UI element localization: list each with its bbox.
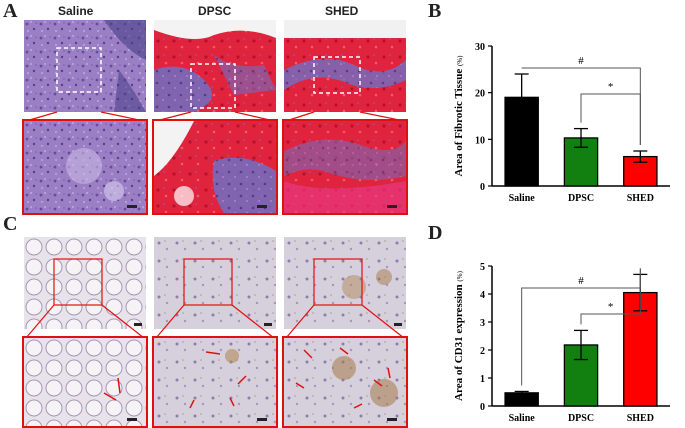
x-tick-label: SHED xyxy=(627,413,654,424)
y-axis-unit: (%) xyxy=(456,55,464,66)
y-tick-label: 4 xyxy=(480,290,485,301)
zoom-connectors-c xyxy=(25,304,405,339)
panel-letter-b: B xyxy=(428,0,442,22)
label-dpsc: DPSC xyxy=(198,4,232,18)
micrograph-dpsc-zoom xyxy=(152,119,278,215)
ihc-saline-overview xyxy=(24,237,146,329)
x-tick-label: DPSC xyxy=(568,413,594,424)
significance-label: * xyxy=(608,301,614,313)
significance-label: * xyxy=(608,81,614,93)
ihc-saline-zoom xyxy=(22,336,148,428)
micrograph-shed-zoom xyxy=(282,119,408,215)
label-shed: SHED xyxy=(325,4,359,18)
micrograph-shed-overview xyxy=(284,20,406,112)
significance-label: # xyxy=(578,275,584,287)
y-tick-label: 2 xyxy=(480,346,485,357)
ihc-shed-overview xyxy=(284,237,406,329)
micrograph-dpsc-overview xyxy=(154,20,276,112)
ihc-dpsc-zoom xyxy=(152,336,278,428)
micrograph-saline-zoom xyxy=(22,119,148,215)
y-axis-unit: (%) xyxy=(456,270,464,281)
micrograph-saline-overview xyxy=(24,20,146,112)
chart-fibrotic-tissue: 0 10 20 30 Area of Fibrotic Tissue (%) Saline… xyxy=(453,42,670,204)
x-tick-label: Saline xyxy=(509,193,536,204)
x-tick-label: SHED xyxy=(627,193,654,204)
significance-label: # xyxy=(578,55,584,67)
chart-cd31-expression: 0 1 2 3 4 5 Area of CD31 expression (%) Saline D… xyxy=(453,262,670,424)
panel-letter-c: C xyxy=(3,213,18,235)
y-tick-label: 10 xyxy=(475,135,485,146)
panel-letter-a: A xyxy=(3,0,18,22)
y-tick-label: 1 xyxy=(480,374,485,385)
y-tick-label: 3 xyxy=(480,318,485,329)
y-tick-label: 0 xyxy=(480,402,485,413)
ihc-dpsc-overview xyxy=(154,237,276,329)
y-axis-label: Area of Fibrotic Tissue (%) xyxy=(453,55,465,177)
y-tick-label: 0 xyxy=(480,182,485,193)
y-tick-label: 5 xyxy=(480,262,485,273)
ihc-shed-zoom xyxy=(282,336,408,428)
y-axis-label: Area of CD31 expression (%) xyxy=(453,270,465,401)
y-tick-label: 20 xyxy=(475,89,485,100)
label-saline: Saline xyxy=(58,4,94,18)
y-tick-label: 30 xyxy=(475,42,485,53)
panel-letter-d: D xyxy=(428,222,443,244)
x-tick-label: DPSC xyxy=(568,193,594,204)
significance-bracket xyxy=(580,268,641,325)
x-tick-label: Saline xyxy=(509,413,536,424)
significance-bracket xyxy=(580,93,641,145)
zoom-connectors-a xyxy=(25,111,405,122)
